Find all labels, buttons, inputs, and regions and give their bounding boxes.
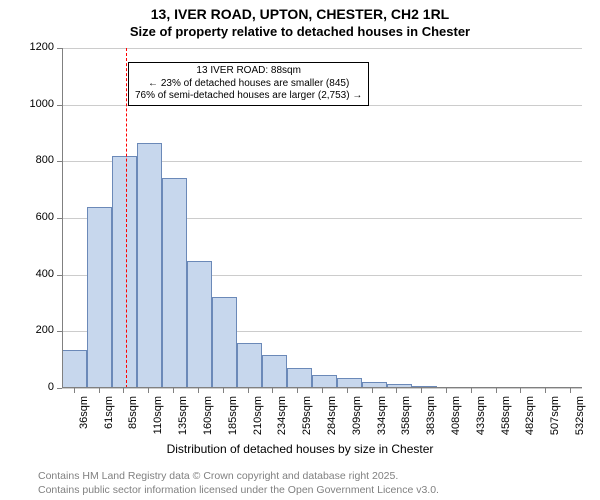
histogram-bar xyxy=(87,207,112,388)
histogram-bar xyxy=(262,355,287,388)
x-tick-label: 85sqm xyxy=(127,396,139,436)
x-tick xyxy=(223,388,224,393)
annotation-line: ← 23% of detached houses are smaller (84… xyxy=(135,78,362,91)
y-tick xyxy=(57,105,62,106)
plot-area: 13 IVER ROAD: 88sqm← 23% of detached hou… xyxy=(62,48,582,388)
y-tick xyxy=(57,48,62,49)
histogram-bar xyxy=(137,143,162,388)
grid-line xyxy=(62,48,582,49)
y-tick-label: 1000 xyxy=(22,98,54,110)
x-tick-label: 210sqm xyxy=(252,396,264,436)
y-tick xyxy=(57,331,62,332)
x-tick-label: 61sqm xyxy=(103,396,115,436)
histogram-bar xyxy=(187,261,212,389)
x-tick xyxy=(198,388,199,393)
x-tick-label: 309sqm xyxy=(351,396,363,436)
histogram-bar xyxy=(162,178,187,388)
chart-title-line2: Size of property relative to detached ho… xyxy=(0,24,600,39)
y-tick-label: 0 xyxy=(22,381,54,393)
histogram-bar xyxy=(237,343,262,388)
x-tick-label: 458sqm xyxy=(500,396,512,436)
footer-line2: Contains public sector information licen… xyxy=(38,484,439,496)
x-tick xyxy=(322,388,323,393)
x-tick-label: 110sqm xyxy=(152,396,164,436)
x-tick xyxy=(74,388,75,393)
annotation-line: 13 IVER ROAD: 88sqm xyxy=(135,65,362,78)
x-tick xyxy=(99,388,100,393)
x-tick-label: 135sqm xyxy=(177,396,189,436)
x-tick xyxy=(272,388,273,393)
x-tick xyxy=(248,388,249,393)
y-tick xyxy=(57,161,62,162)
x-tick xyxy=(173,388,174,393)
x-tick xyxy=(123,388,124,393)
x-axis-label: Distribution of detached houses by size … xyxy=(0,442,600,456)
x-tick xyxy=(520,388,521,393)
x-tick-label: 334sqm xyxy=(376,396,388,436)
x-tick-label: 383sqm xyxy=(425,396,437,436)
x-tick-label: 160sqm xyxy=(202,396,214,436)
x-tick-label: 284sqm xyxy=(326,396,338,436)
y-tick xyxy=(57,388,62,389)
x-tick xyxy=(396,388,397,393)
y-tick-label: 400 xyxy=(22,268,54,280)
y-tick-label: 1200 xyxy=(22,41,54,53)
reference-line xyxy=(126,48,127,388)
chart-container: 13, IVER ROAD, UPTON, CHESTER, CH2 1RL S… xyxy=(0,0,600,500)
x-tick-label: 234sqm xyxy=(276,396,288,436)
histogram-bar xyxy=(62,350,87,388)
annotation-line: 76% of semi-detached houses are larger (… xyxy=(135,90,362,103)
x-tick xyxy=(372,388,373,393)
y-axis-line xyxy=(62,48,63,388)
y-tick xyxy=(57,275,62,276)
x-tick-label: 482sqm xyxy=(524,396,536,436)
x-tick xyxy=(570,388,571,393)
y-tick xyxy=(57,218,62,219)
x-tick-label: 185sqm xyxy=(227,396,239,436)
x-tick-label: 358sqm xyxy=(400,396,412,436)
annotation-box: 13 IVER ROAD: 88sqm← 23% of detached hou… xyxy=(128,62,369,106)
x-tick-label: 36sqm xyxy=(78,396,90,436)
y-tick-label: 800 xyxy=(22,154,54,166)
histogram-bar xyxy=(112,156,137,388)
x-tick xyxy=(545,388,546,393)
x-tick-label: 408sqm xyxy=(450,396,462,436)
histogram-bar xyxy=(287,368,312,388)
y-tick-label: 600 xyxy=(22,211,54,223)
x-tick-label: 259sqm xyxy=(301,396,313,436)
x-tick-label: 532sqm xyxy=(574,396,586,436)
x-tick xyxy=(347,388,348,393)
x-tick xyxy=(148,388,149,393)
x-tick xyxy=(496,388,497,393)
footer-line1: Contains HM Land Registry data © Crown c… xyxy=(38,470,398,482)
x-tick-label: 433sqm xyxy=(475,396,487,436)
x-tick xyxy=(421,388,422,393)
x-tick xyxy=(446,388,447,393)
x-tick xyxy=(471,388,472,393)
x-tick-label: 507sqm xyxy=(549,396,561,436)
histogram-bar xyxy=(212,297,237,388)
chart-title-line1: 13, IVER ROAD, UPTON, CHESTER, CH2 1RL xyxy=(0,6,600,22)
y-tick-label: 200 xyxy=(22,324,54,336)
x-tick xyxy=(297,388,298,393)
